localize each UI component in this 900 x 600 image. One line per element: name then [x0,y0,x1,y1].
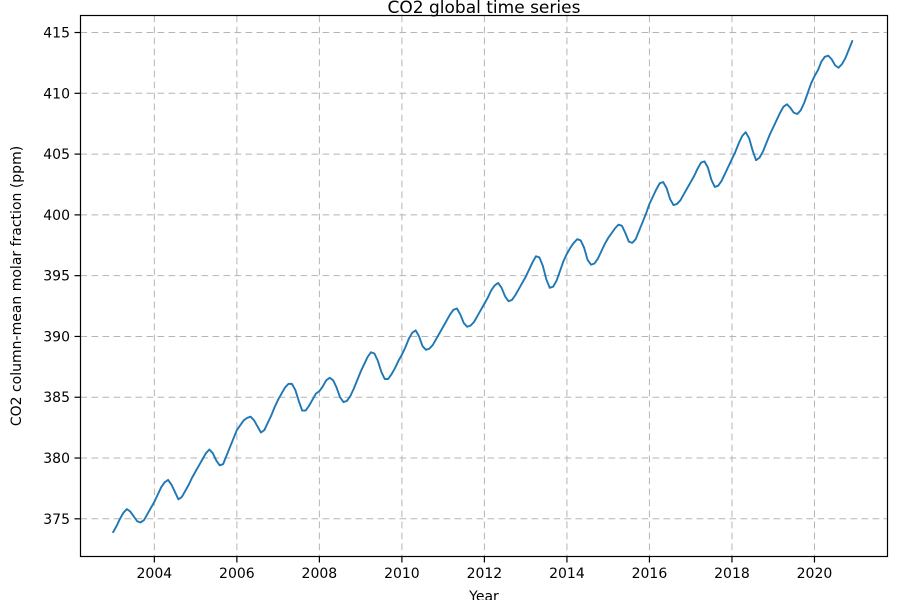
axis-tick-labels: 2004 2006 2008 2010 2012 2014 2016 2018 2020 375 3… [43,26,832,582]
x-tick-label: 2012 [467,566,503,582]
y-tick-label: 410 [43,86,70,102]
chart-title: CO2 global time series [388,0,581,18]
y-tick-label: 380 [43,451,70,467]
y-tick-label: 415 [43,26,70,42]
x-tick-label: 2010 [384,566,420,582]
x-tick-label: 2008 [302,566,338,582]
axis-tick-marks [74,31,816,563]
gridlines [80,15,888,557]
x-tick-label: 2006 [219,566,255,582]
co2-series-line [112,40,854,534]
y-tick-label: 405 [43,147,70,163]
x-tick-label: 2020 [797,566,833,582]
x-tick-label: 2004 [137,566,173,582]
x-axis-label: Year [468,589,499,600]
x-tick-label: 2016 [632,566,668,582]
x-tick-label: 2018 [714,566,750,582]
x-tick-label: 2014 [549,566,585,582]
y-tick-label: 400 [43,208,70,224]
y-tick-label: 395 [43,269,70,285]
y-tick-label: 375 [43,512,70,528]
y-tick-label: 390 [43,329,70,345]
y-tick-label: 385 [43,390,70,406]
y-axis-label: CO2 column-mean molar fraction (ppm) [9,146,25,426]
